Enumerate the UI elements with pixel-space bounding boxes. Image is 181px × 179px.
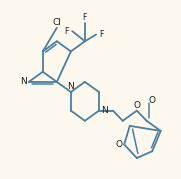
Text: O: O bbox=[149, 96, 156, 105]
Text: F: F bbox=[100, 30, 104, 39]
Text: N: N bbox=[20, 77, 27, 86]
Text: N: N bbox=[101, 106, 108, 115]
Text: O: O bbox=[133, 101, 140, 110]
Text: F: F bbox=[64, 27, 69, 36]
Text: N: N bbox=[68, 83, 74, 91]
Text: F: F bbox=[83, 13, 87, 22]
Text: O: O bbox=[115, 140, 122, 149]
Text: Cl: Cl bbox=[52, 18, 61, 27]
